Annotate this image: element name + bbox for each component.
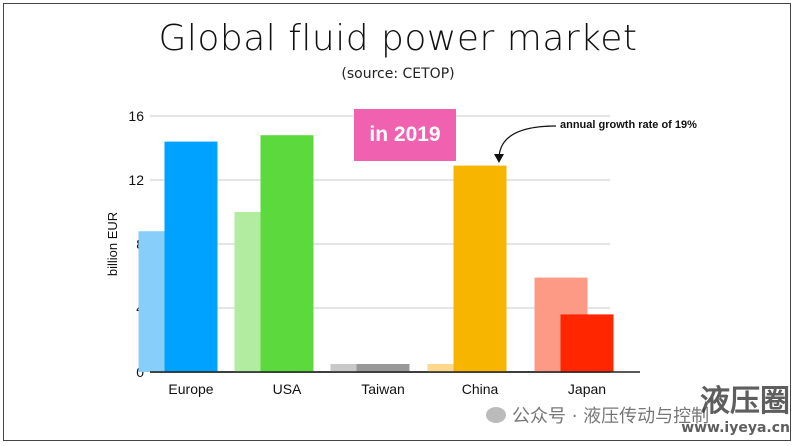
y-tick-label: 16 [128, 108, 144, 124]
x-tick-label: China [462, 381, 499, 397]
bar-europe-series2 [164, 141, 218, 372]
bar-japan-series2 [560, 314, 614, 372]
growth-annotation: annual growth rate of 19% [560, 119, 697, 131]
wechat-icon [486, 407, 506, 423]
watermark-brand: 液压圈 [700, 384, 790, 419]
x-tick-label: Japan [568, 381, 606, 397]
bar-taiwan-series2 [356, 364, 410, 372]
annotation-arrow [498, 125, 557, 159]
watermark-url: www.iyeya.cn [681, 420, 790, 436]
y-tick-label: 12 [128, 172, 144, 188]
x-tick-label: USA [273, 381, 302, 397]
y-axis-label: billion EUR [105, 212, 120, 276]
bar-usa-series2 [260, 135, 314, 372]
chart-title: Global fluid power market [158, 18, 638, 59]
x-tick-label: Europe [168, 381, 213, 397]
year-badge: in 2019 [354, 109, 456, 161]
annotation-arrowhead [494, 154, 504, 163]
wechat-watermark: 公众号 · 液压传动与控制 [486, 402, 709, 428]
chart-subtitle: (source: CETOP) [341, 66, 455, 82]
x-tick-label: Taiwan [361, 381, 405, 397]
bar-china-series2 [453, 165, 507, 372]
wechat-watermark-text: 公众号 · 液压传动与控制 [512, 406, 710, 427]
site-watermark: 液压圈 www.iyeya.cn [681, 376, 790, 436]
